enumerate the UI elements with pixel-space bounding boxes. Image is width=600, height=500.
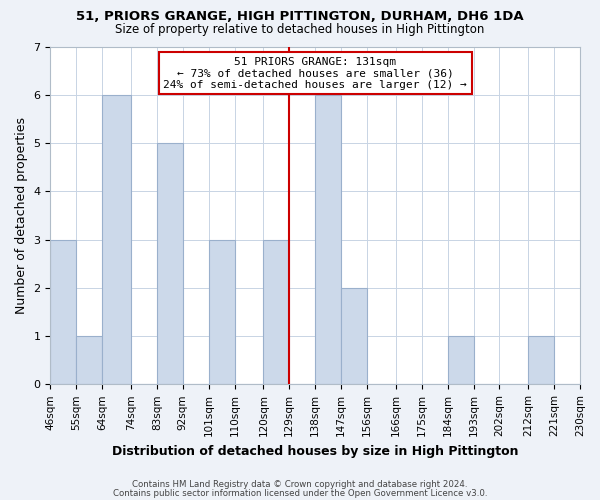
Text: Contains HM Land Registry data © Crown copyright and database right 2024.: Contains HM Land Registry data © Crown c… [132,480,468,489]
Bar [76,336,102,384]
Bar [157,143,183,384]
Text: Size of property relative to detached houses in High Pittington: Size of property relative to detached ho… [115,22,485,36]
Bar [448,336,473,384]
X-axis label: Distribution of detached houses by size in High Pittington: Distribution of detached houses by size … [112,444,518,458]
Bar [50,240,76,384]
Bar [528,336,554,384]
Bar [315,95,341,384]
Text: 51, PRIORS GRANGE, HIGH PITTINGTON, DURHAM, DH6 1DA: 51, PRIORS GRANGE, HIGH PITTINGTON, DURH… [76,10,524,23]
Bar [102,95,131,384]
Y-axis label: Number of detached properties: Number of detached properties [15,117,28,314]
Bar [263,240,289,384]
Bar [209,240,235,384]
Bar [341,288,367,384]
Text: Contains public sector information licensed under the Open Government Licence v3: Contains public sector information licen… [113,488,487,498]
Text: 51 PRIORS GRANGE: 131sqm
← 73% of detached houses are smaller (36)
24% of semi-d: 51 PRIORS GRANGE: 131sqm ← 73% of detach… [163,56,467,90]
